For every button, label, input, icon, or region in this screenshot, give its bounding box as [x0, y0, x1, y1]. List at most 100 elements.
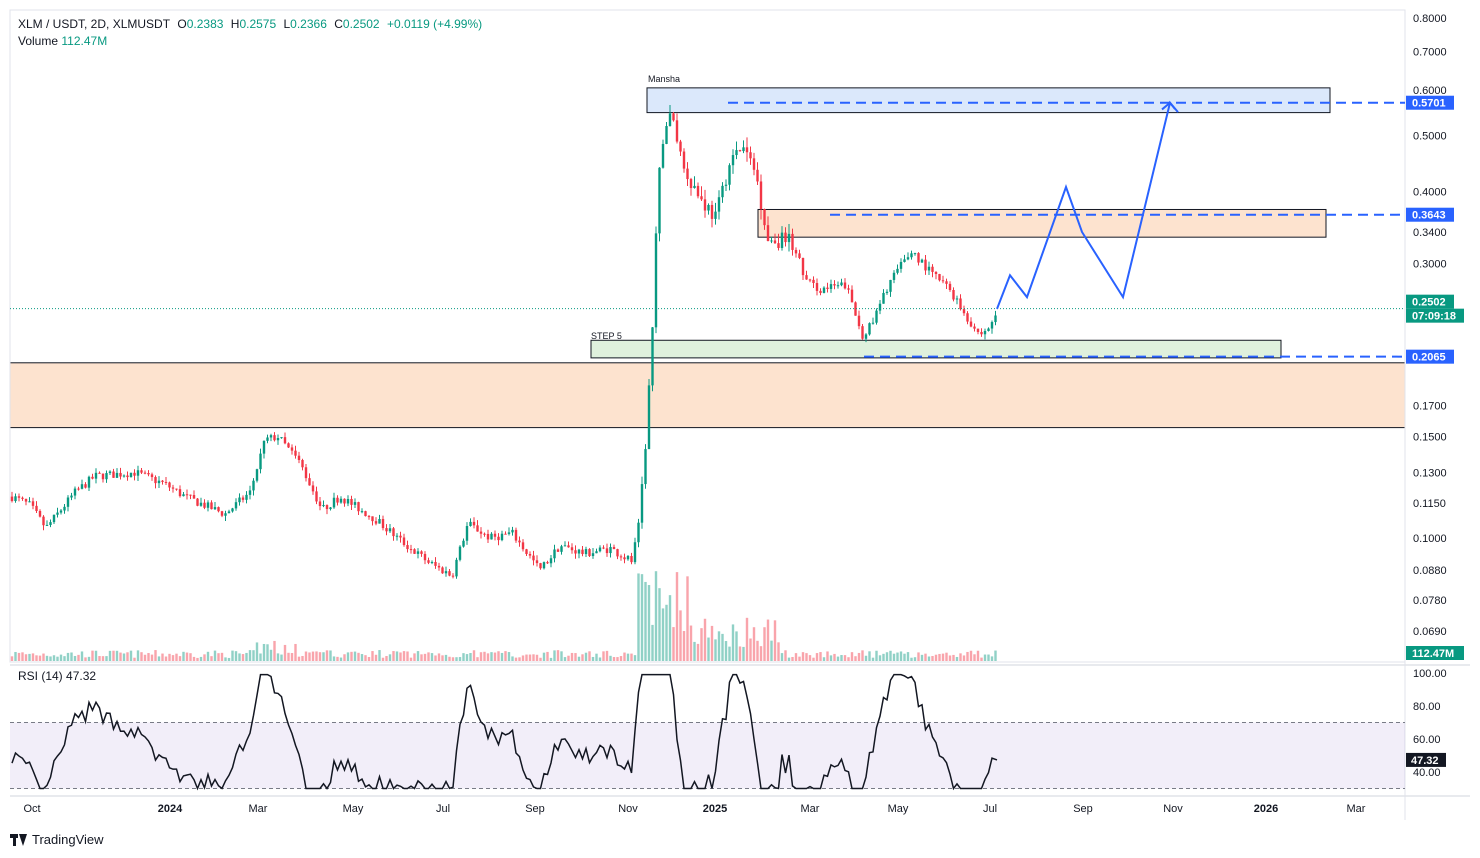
volume-bar-162 [577, 656, 581, 661]
candle-37 [140, 468, 143, 474]
candle-131 [469, 518, 472, 527]
volume-bar-44 [164, 656, 168, 661]
volume-bar-15 [63, 656, 66, 661]
candle-body [647, 385, 651, 450]
volume-value: 112.47M [61, 34, 108, 48]
candle-body [521, 542, 525, 550]
candle-171 [609, 543, 612, 558]
volume-bar-137 [490, 652, 493, 661]
candle-24 [94, 468, 98, 484]
candle-body [31, 501, 35, 506]
candle-body [542, 562, 546, 569]
candle-body [927, 266, 931, 271]
candle-235 [833, 280, 836, 290]
candle-body [920, 259, 924, 263]
candle-body [49, 522, 52, 525]
volume-bar-152 [542, 652, 546, 661]
candle-129 [462, 538, 465, 548]
candle-body [570, 547, 574, 551]
volume-bar-276 [976, 650, 980, 661]
candle-266 [941, 275, 945, 284]
volume-bar-117 [420, 654, 423, 661]
candle-body [770, 240, 773, 242]
candle-155 [553, 544, 556, 563]
candle-body [94, 472, 98, 479]
candle-body [787, 233, 791, 243]
volume-bar-131 [469, 653, 472, 661]
candle-body [588, 549, 591, 557]
volume-bar-191 [679, 610, 682, 661]
candle-body [161, 480, 164, 482]
candle-body [696, 185, 700, 197]
candle-body [189, 494, 192, 496]
candle-134 [479, 527, 483, 539]
candle-62 [227, 509, 231, 514]
volume-bar-18 [73, 655, 77, 661]
candle-33 [126, 471, 129, 481]
candle-156 [556, 548, 560, 553]
volume-bar-269 [952, 654, 955, 661]
candle-body [35, 505, 38, 511]
candle-118 [423, 551, 427, 565]
tradingview-logo[interactable]: TradingView [10, 832, 104, 847]
candle-body [402, 537, 406, 546]
candle-53 [196, 498, 199, 507]
candle-259 [917, 252, 920, 266]
candle-body [423, 553, 427, 561]
volume-bar-63 [231, 650, 234, 661]
candle-body [406, 545, 409, 550]
volume-bar-275 [973, 654, 976, 661]
candle-body [80, 484, 84, 489]
candle-body [455, 559, 458, 577]
candle-115 [413, 548, 416, 554]
volume-bar-118 [423, 653, 427, 661]
volume-bar-67 [245, 652, 248, 661]
candle-body [794, 249, 798, 254]
candle-body [637, 522, 640, 543]
volume-bar-175 [623, 652, 626, 661]
candle-122 [437, 562, 441, 571]
time-label: 2024 [158, 803, 183, 815]
time-label: May [888, 803, 909, 815]
candle-body [952, 289, 955, 300]
candle-229 [812, 276, 815, 289]
symbol-title[interactable]: XLM / USDT, 2D, XLMUSDT [18, 17, 171, 31]
candle-body [357, 502, 360, 512]
volume-bar-111 [399, 652, 402, 661]
candle-198 [703, 189, 707, 218]
candle-body [924, 259, 927, 271]
candle-body [693, 185, 696, 189]
volume-bar-213 [756, 640, 759, 661]
candle-17 [70, 492, 73, 501]
candle-body [833, 284, 836, 286]
volume-bar-19 [77, 654, 80, 661]
candle-body [17, 496, 21, 498]
candle-182 [647, 379, 651, 450]
candle-body [896, 268, 899, 273]
candle-31 [119, 467, 122, 480]
volume-bar-201 [714, 639, 717, 661]
candle-body [910, 253, 913, 258]
candle-254 [899, 258, 903, 273]
time-label: Nov [1163, 803, 1183, 815]
close-label: C [334, 17, 343, 31]
volume-bar-82 [297, 656, 301, 661]
volume-bar-56 [206, 651, 210, 661]
candle-271 [959, 294, 962, 311]
volume-bar-43 [161, 653, 164, 661]
candle-body [644, 449, 647, 485]
candle-228 [808, 278, 812, 283]
volume-bar-50 [185, 652, 189, 661]
volume-bar-130 [465, 654, 469, 661]
volume-bar-249 [882, 653, 885, 661]
candle-68 [248, 485, 252, 500]
candle-body [276, 438, 280, 441]
volume-bar-230 [815, 653, 819, 661]
volume-bar-204 [724, 641, 728, 661]
volume-bar-245 [868, 651, 871, 661]
candle-192 [682, 148, 686, 173]
volume-bar-196 [696, 643, 700, 661]
candle-body [392, 528, 395, 537]
candle-body [756, 169, 759, 182]
